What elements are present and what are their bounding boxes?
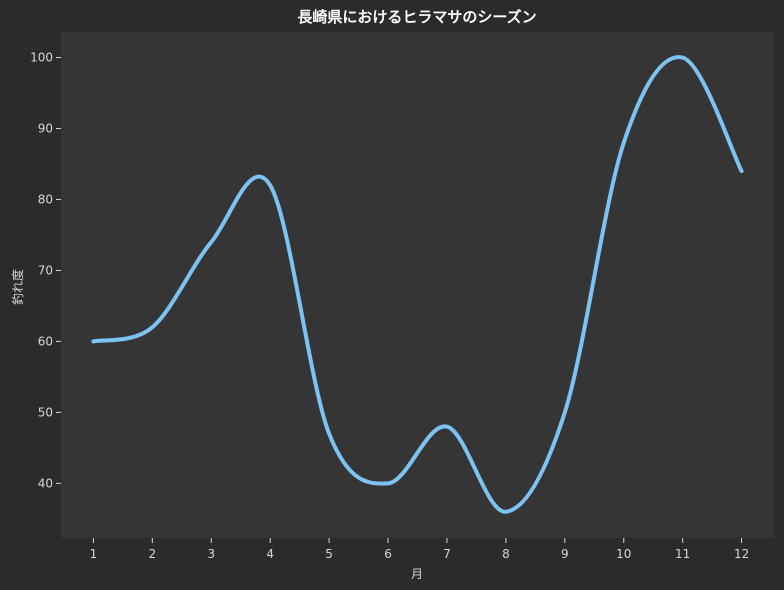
chart-title: 長崎県におけるヒラマサのシーズン [297, 8, 536, 26]
x-tick-label: 9 [561, 547, 569, 561]
y-axis: 40 50 60 70 80 90 100 [30, 51, 61, 490]
x-tick-label: 11 [675, 547, 690, 561]
x-tick-label: 4 [266, 547, 274, 561]
plot-area [61, 32, 774, 538]
y-axis-label: 釣れ度 [10, 269, 25, 305]
y-tick-label: 100 [30, 51, 53, 65]
y-tick-label: 60 [38, 334, 53, 348]
y-tick-label: 40 [38, 476, 53, 490]
y-tick-label: 50 [38, 405, 53, 419]
x-tick-label: 5 [325, 547, 333, 561]
x-tick-label: 3 [207, 547, 215, 561]
x-tick-label: 6 [384, 547, 392, 561]
x-axis-label: 月 [411, 567, 423, 581]
x-axis: 1 2 3 4 5 6 7 8 9 10 11 12 [90, 538, 749, 561]
x-tick-label: 12 [734, 547, 749, 561]
series-line [91, 55, 744, 514]
x-tick-label: 10 [616, 547, 631, 561]
x-tick-label: 8 [502, 547, 510, 561]
y-tick-label: 90 [38, 122, 53, 136]
y-tick-label: 80 [38, 192, 53, 206]
x-tick-label: 1 [90, 547, 98, 561]
x-tick-label: 2 [149, 547, 157, 561]
y-tick-label: 70 [38, 263, 53, 277]
x-tick-label: 7 [443, 547, 451, 561]
